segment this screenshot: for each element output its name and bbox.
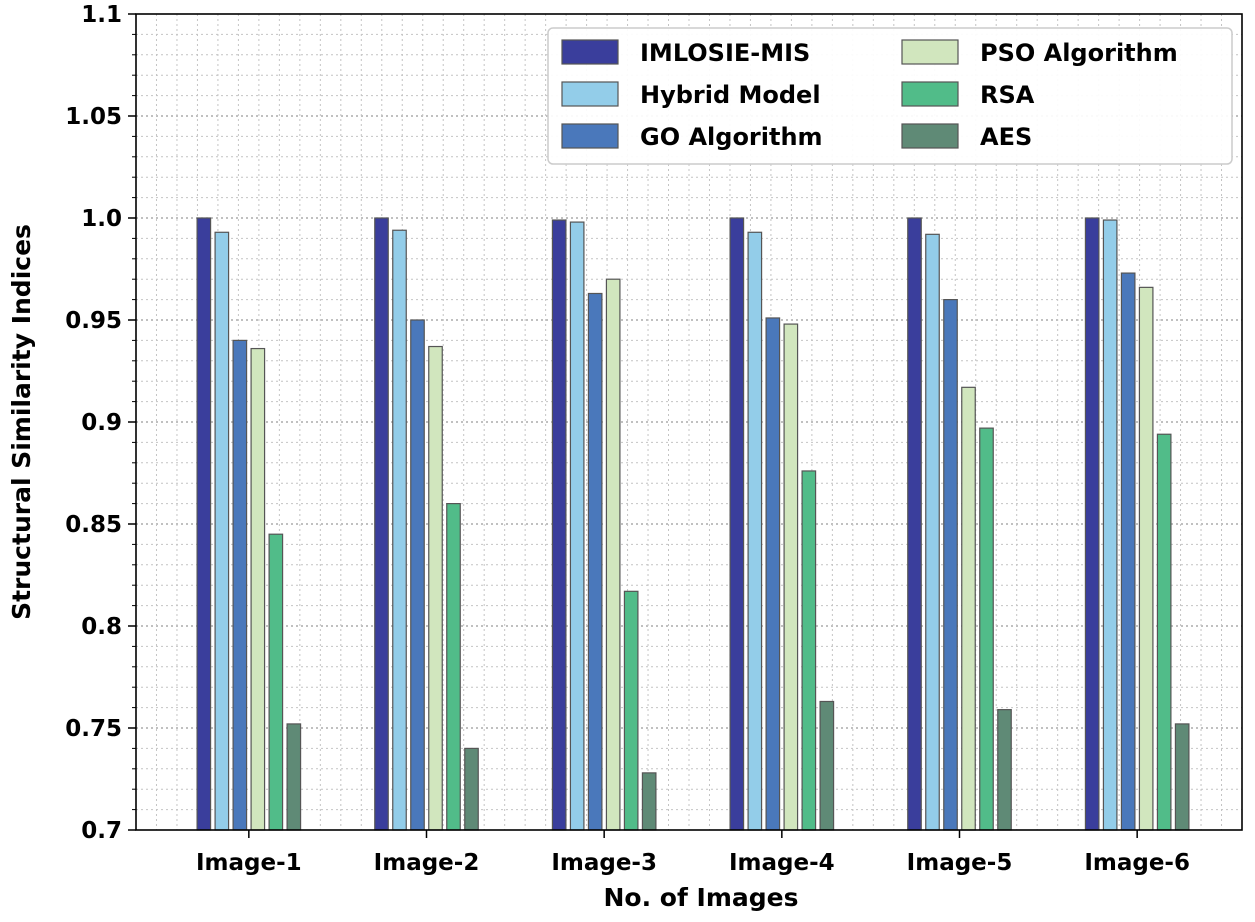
- bar: [551, 219, 567, 831]
- y-tick-label: 0.7: [81, 818, 122, 844]
- bar: [1120, 272, 1136, 831]
- bar: [729, 217, 745, 831]
- bar: [605, 278, 621, 831]
- legend-swatch: [901, 81, 959, 107]
- legend-label: AES: [980, 123, 1032, 151]
- bar: [765, 317, 781, 831]
- x-tick-label: Image-2: [374, 850, 480, 876]
- bar: [1138, 286, 1154, 831]
- legend-label: RSA: [980, 81, 1035, 109]
- y-axis-title: Structural Similarity Indices: [7, 224, 36, 620]
- legend-swatch: [901, 39, 959, 65]
- y-tick-label: 0.8: [81, 614, 122, 640]
- bar: [943, 299, 958, 831]
- bar: [250, 347, 266, 831]
- y-tick-label: 0.85: [65, 512, 122, 538]
- bar: [374, 217, 389, 831]
- bar: [641, 772, 657, 831]
- legend-box: [547, 27, 1233, 165]
- bar: [979, 427, 994, 831]
- bar: [783, 323, 799, 831]
- bar: [801, 470, 817, 831]
- bar: [1174, 723, 1190, 831]
- legend-swatch: [561, 81, 619, 107]
- bar: [569, 221, 585, 831]
- x-tick-label: Image-3: [551, 850, 657, 876]
- bar: [1102, 219, 1118, 831]
- bar: [232, 339, 248, 831]
- y-tick-label: 0.95: [65, 308, 122, 334]
- y-tick-label: 1.05: [65, 104, 122, 130]
- axis-ticks: Image-1 Image-2 Image-3 Image-4 Image-5 Image…: [65, 2, 1190, 876]
- bar: [961, 386, 976, 831]
- legend-swatch: [901, 123, 959, 149]
- bar: [997, 709, 1012, 831]
- bar: [623, 590, 639, 831]
- bar: [1084, 217, 1100, 831]
- legend-label: GO Algorithm: [640, 123, 823, 151]
- bar: [925, 233, 940, 831]
- y-tick-label: 1.0: [81, 206, 122, 232]
- bar: [446, 503, 461, 831]
- bar: [196, 217, 212, 831]
- bar: [392, 229, 407, 831]
- x-tick-label: Image-5: [907, 850, 1013, 876]
- x-tick-label: Image-6: [1084, 850, 1190, 876]
- y-tick-label: 1.1: [81, 2, 122, 28]
- legend: IMLOSIE-MIS Hybrid Model GO Algorithm PSO A…: [547, 27, 1233, 165]
- bar: [286, 723, 302, 831]
- bar: [268, 533, 284, 831]
- x-axis-title: No. of Images: [603, 883, 798, 912]
- legend-label: PSO Algorithm: [980, 39, 1178, 67]
- bar: [1156, 433, 1172, 831]
- x-tick-label: Image-4: [729, 850, 835, 876]
- bar: [819, 700, 835, 831]
- legend-swatch: [561, 39, 619, 65]
- bar: [428, 345, 443, 831]
- legend-label: Hybrid Model: [640, 81, 821, 109]
- legend-swatch: [561, 123, 619, 149]
- bar: [587, 292, 603, 831]
- legend-label: IMLOSIE-MIS: [640, 39, 810, 67]
- bar: [747, 231, 763, 831]
- y-tick-label: 0.75: [65, 716, 122, 742]
- bar: [907, 217, 922, 831]
- bar: [214, 231, 230, 831]
- x-tick-label: Image-1: [196, 850, 302, 876]
- bar: [410, 319, 425, 831]
- bar: [464, 747, 479, 831]
- y-tick-label: 0.9: [81, 410, 122, 436]
